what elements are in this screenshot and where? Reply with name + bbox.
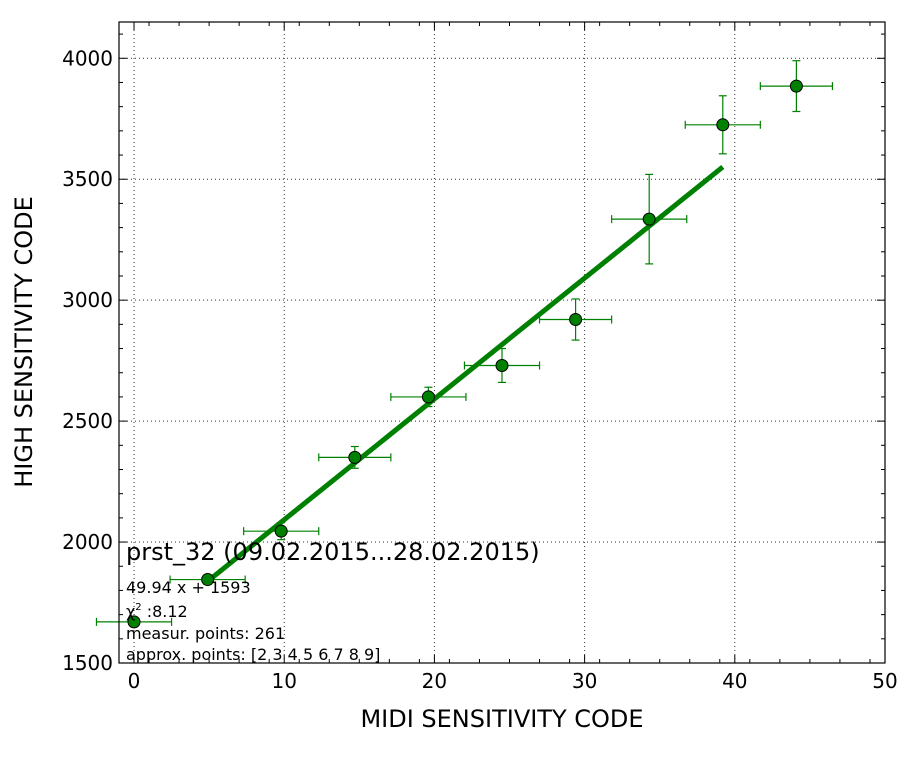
data-point-marker [716,118,730,132]
data-point [611,173,688,265]
y-tick-label: 3500 [62,167,113,191]
annotation-measur-points: measur. points: 261 [126,624,285,643]
data-point-marker [421,390,435,404]
chi2-superscript: 2 [135,602,141,613]
data-point [538,298,613,341]
annotation-chi2: χ2 :8.12 [126,602,188,621]
data-point-marker [495,358,509,372]
data-point [243,522,320,541]
x-tick-label: 50 [872,669,897,693]
data-point [318,445,392,469]
fit-line [206,165,725,584]
data-point-marker [348,450,362,464]
x-tick-label: 20 [422,669,447,693]
x-tick-labels: 0 10 20 30 40 50 [128,669,898,693]
y-tick-label: 4000 [62,46,113,70]
data-points [95,60,834,629]
chi2-symbol: χ [126,602,135,621]
data-point-marker [201,573,215,587]
data-point [684,95,761,155]
data-point [390,386,467,408]
annotation-equation: 49.94 x + 1593 [126,578,251,597]
data-point [95,615,173,629]
chi2-value: :8.12 [142,602,188,621]
data-point-marker [274,524,288,538]
annotation-approx-points: approx. points: [2 3 4 5 6 7 8 9] [126,645,380,664]
data-point-marker [642,212,656,226]
x-tick-label: 10 [271,669,296,693]
data-point-marker [789,79,803,93]
data-point-marker [127,615,141,629]
data-point [169,573,246,587]
x-axis-label: MIDI SENSITIVITY CODE [360,705,643,733]
x-tick-label: 0 [128,669,141,693]
data-point [759,60,834,113]
y-tick-labels: 1500 2000 2500 3000 3500 4000 [62,46,113,675]
y-axis-label: HIGH SENSITIVITY CODE [10,196,38,488]
data-point [463,347,541,384]
y-tick-label: 2500 [62,409,113,433]
x-tick-label: 40 [722,669,747,693]
annotation-title: prst_32 (09.02.2015...28.02.2015) [126,538,540,566]
plot-frame [118,21,886,664]
x-tick-label: 30 [572,669,597,693]
grid-lines [119,22,885,663]
data-point-marker [569,313,583,327]
y-tick-label: 1500 [62,651,113,675]
y-tick-label: 3000 [62,288,113,312]
y-tick-label: 2000 [62,530,113,554]
